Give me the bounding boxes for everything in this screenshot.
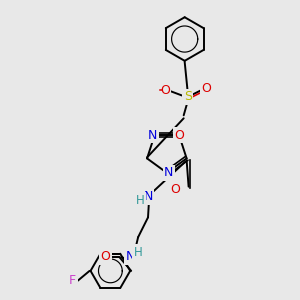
Text: S: S bbox=[184, 90, 192, 103]
Text: N: N bbox=[164, 166, 173, 179]
Text: N: N bbox=[148, 129, 157, 142]
Text: F: F bbox=[69, 274, 76, 287]
Text: H: H bbox=[134, 245, 142, 259]
Text: N: N bbox=[125, 250, 135, 263]
Text: O: O bbox=[160, 84, 170, 97]
Text: N: N bbox=[143, 190, 153, 203]
Text: O: O bbox=[174, 129, 184, 142]
Text: O: O bbox=[170, 183, 180, 196]
Text: H: H bbox=[136, 194, 145, 207]
Text: O: O bbox=[202, 82, 212, 95]
Text: O: O bbox=[100, 250, 110, 263]
